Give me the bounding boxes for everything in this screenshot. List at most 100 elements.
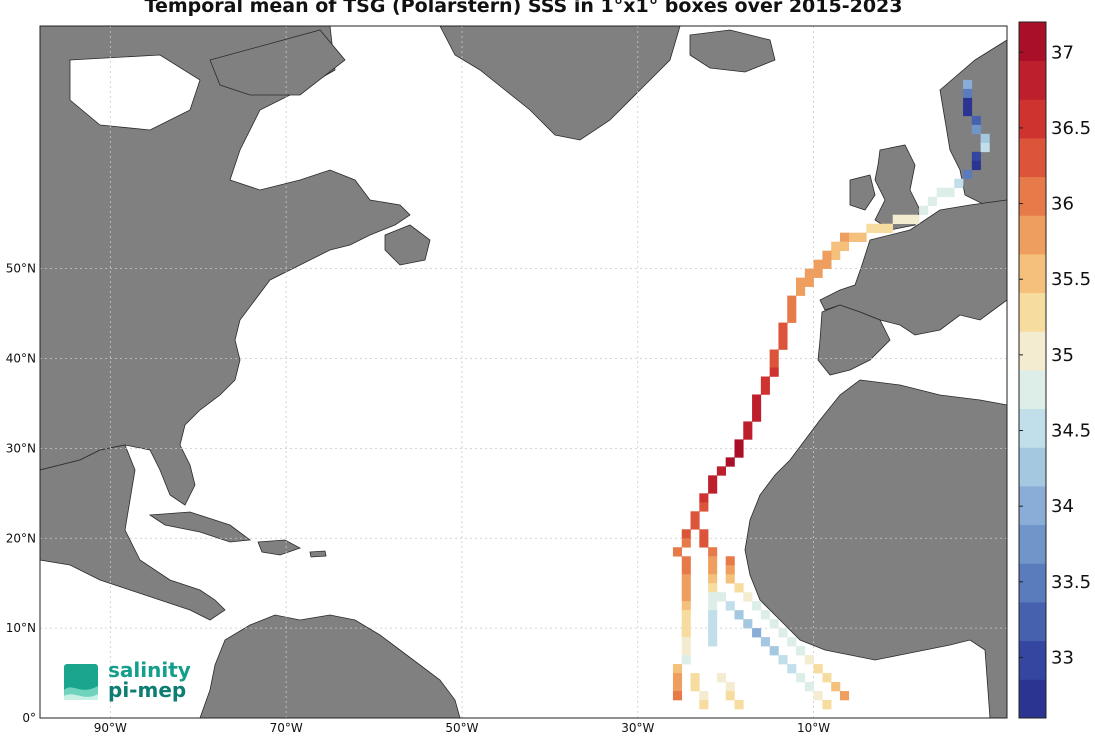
lat-tick-label: 40°N	[6, 352, 36, 366]
sss-cell	[725, 682, 735, 692]
sss-cell	[699, 538, 709, 548]
sss-cell	[681, 655, 691, 665]
colorbar-tick-label: 36.5	[1051, 118, 1091, 139]
sss-cell	[963, 97, 973, 108]
land-great-britain	[874, 144, 921, 231]
sss-cell	[681, 592, 691, 602]
colorbar-tick-label: 36	[1051, 194, 1074, 215]
sss-cell	[796, 673, 806, 683]
sss-cell	[708, 619, 718, 629]
sss-cell	[716, 673, 726, 683]
sss-cell	[971, 160, 981, 171]
colorbar-frame	[1018, 21, 1047, 719]
sss-cell	[708, 592, 718, 602]
sss-cell	[954, 178, 964, 189]
sss-cell	[672, 682, 683, 692]
sss-cell	[752, 403, 762, 413]
lat-tick-label: 50°N	[6, 262, 36, 276]
lat-tick-label: 10°N	[6, 621, 36, 635]
sss-cell	[831, 250, 841, 260]
sss-cell	[690, 520, 700, 530]
sss-cell	[681, 637, 691, 647]
sss-cell	[760, 610, 770, 620]
sss-cell	[822, 700, 832, 710]
sss-cell	[796, 277, 806, 287]
land-mexico	[39, 444, 226, 621]
sss-cell	[708, 547, 718, 557]
sss-cell	[760, 385, 770, 395]
sss-cell	[787, 295, 797, 305]
sss-cell	[734, 610, 744, 620]
sss-cell	[743, 430, 753, 440]
sss-cell	[769, 646, 779, 656]
lat-tick-label: 20°N	[6, 531, 36, 545]
sss-cell	[971, 115, 981, 126]
sss-cell	[681, 610, 691, 620]
sss-cell	[963, 79, 973, 90]
sss-cell	[813, 691, 823, 701]
sss-cell	[725, 691, 735, 701]
sss-cell	[796, 286, 806, 296]
sss-cell	[919, 205, 929, 216]
sss-cell	[699, 493, 709, 503]
colorbar-swatch	[1019, 22, 1046, 62]
land-europe	[819, 199, 1008, 336]
sss-cell	[778, 322, 788, 332]
sss-cell	[769, 349, 779, 359]
colorbar-swatch	[1019, 331, 1046, 371]
colorbar-tick-label: 37	[1051, 42, 1074, 63]
map-frame	[39, 25, 1008, 719]
logo-wave-icon	[64, 664, 98, 700]
colorbar-tick-label: 35.5	[1051, 269, 1091, 290]
sss-cell	[699, 691, 709, 701]
sss-cell	[839, 232, 850, 242]
land-greenland	[439, 25, 681, 141]
sss-cell	[804, 682, 814, 692]
sss-cell	[708, 601, 718, 611]
sss-cell	[734, 439, 744, 449]
sss-cell	[681, 538, 691, 548]
sss-cell	[883, 223, 894, 234]
sss-cell	[822, 250, 832, 260]
sss-cell	[743, 619, 753, 629]
sss-cell	[734, 583, 744, 593]
sss-cell	[804, 277, 814, 287]
sss-cell	[708, 628, 718, 638]
sss-cell	[672, 664, 683, 674]
map-title: Temporal mean of TSG (Polarstern) SSS in…	[144, 0, 903, 17]
sss-cell	[875, 223, 885, 234]
colorbar-swatch	[1019, 679, 1046, 719]
colorbar-swatch	[1019, 254, 1046, 294]
sss-cell	[681, 619, 691, 629]
sss-cell	[822, 259, 832, 269]
sss-cell	[813, 664, 823, 674]
sss-cell	[734, 448, 744, 458]
logo-text-pi-mep: pi-mep	[108, 678, 187, 702]
sss-cell	[839, 241, 850, 251]
sss-cell	[716, 466, 726, 476]
colorbar-swatch	[1019, 602, 1046, 642]
sss-cell	[857, 232, 867, 242]
colorbar-swatch	[1019, 524, 1046, 564]
land-hispaniola	[257, 539, 301, 556]
lon-tick-label: 50°W	[445, 721, 478, 735]
colorbar-swatch	[1019, 370, 1046, 410]
land-hudson-bay-island	[69, 54, 201, 131]
land-ireland	[849, 174, 876, 211]
sss-cell	[769, 367, 779, 377]
sss-cell	[672, 547, 683, 557]
sss-cell	[927, 196, 937, 207]
sss-cell	[804, 268, 814, 278]
sss-cell	[708, 610, 718, 620]
sss-cell	[769, 619, 779, 629]
colorbar-tick-label: 34.5	[1051, 421, 1091, 442]
colorbar-swatch	[1019, 176, 1046, 216]
lat-tick-labels: 0° 10°N 20°N 30°N 40°N 50°N	[6, 262, 36, 725]
land-baffin	[209, 29, 346, 96]
sss-cell	[971, 151, 981, 162]
colorbar-swatch	[1019, 60, 1046, 100]
sss-cell	[752, 601, 762, 611]
colorbar-tick-label: 35	[1051, 345, 1074, 366]
colorbar-tick-labels: 33 33.5 34 34.5 35 35.5 36 36.5 37	[1019, 42, 1091, 668]
